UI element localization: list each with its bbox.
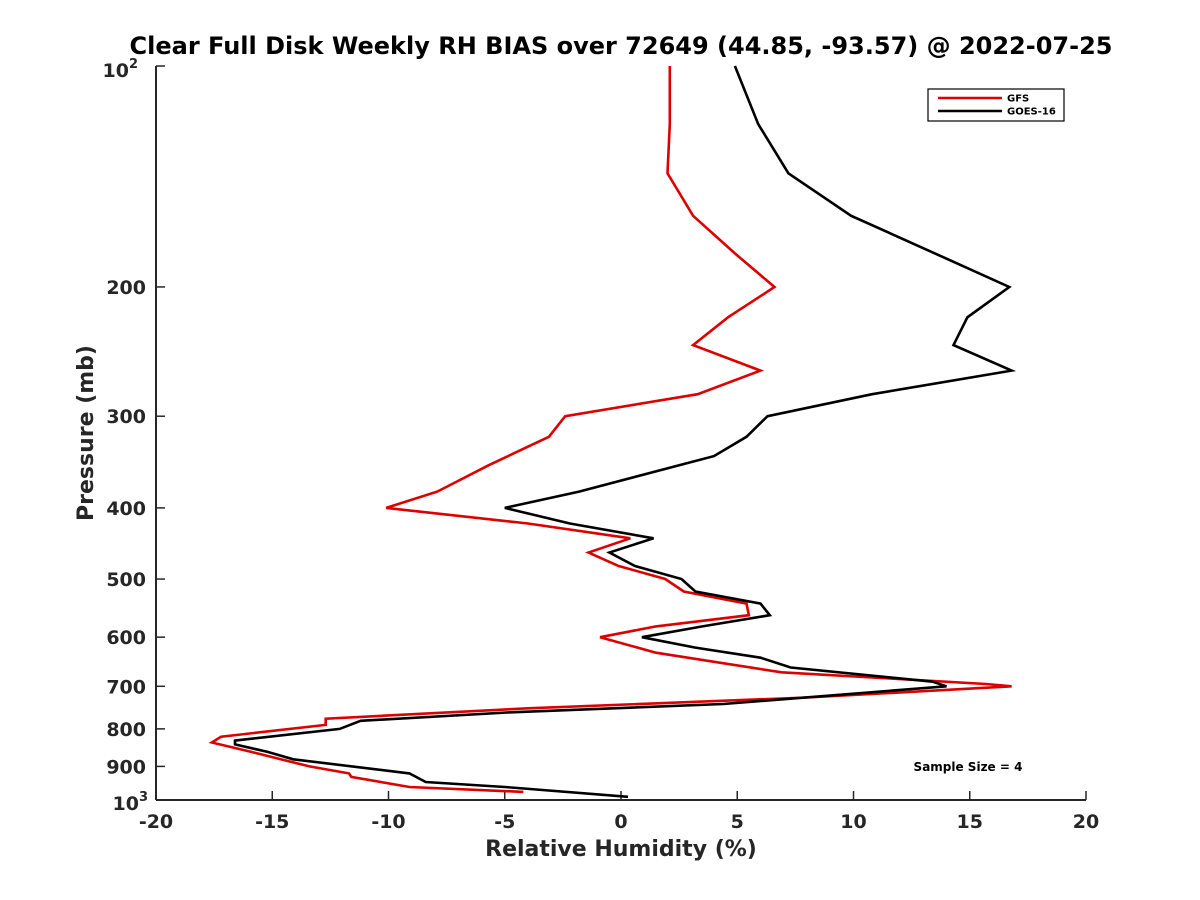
x-tick-label: 0 — [614, 811, 627, 833]
y-bottom-base: 10 — [113, 793, 139, 815]
y-top-base: 10 — [103, 60, 129, 82]
y-tick-label: 500 — [106, 569, 146, 591]
series-layer — [208, 65, 1017, 799]
chart-title: Clear Full Disk Weekly RH BIAS over 7264… — [130, 32, 1113, 60]
x-tick-label: -15 — [255, 811, 289, 833]
series-line-gfs — [208, 66, 1012, 794]
y-top-exponent: 2 — [129, 57, 138, 72]
legend-label-gfs: GFS — [1007, 94, 1029, 105]
legend: GFS GOES-16 — [927, 88, 1065, 122]
x-tick-label: 15 — [957, 811, 983, 833]
y-tick-label: 600 — [106, 627, 146, 649]
legend-label-goes16: GOES-16 — [1007, 107, 1056, 118]
svg-text:102: 102 — [103, 57, 139, 82]
x-axis-ticks: -20 -15 -10 -5 0 5 10 15 20 — [139, 791, 1099, 833]
y-tick-label: 400 — [106, 498, 146, 520]
y-tick-label: 900 — [106, 756, 146, 778]
y-axis-ticks: 200 300 400 500 600 700 800 900 — [106, 65, 165, 801]
legend-box — [927, 88, 1065, 122]
y-tick-label-bottom: 103 — [113, 790, 149, 815]
y-tick-label-top: 102 — [103, 57, 139, 82]
x-axis-label: Relative Humidity (%) — [485, 837, 757, 862]
sample-size-annotation: Sample Size = 4 — [914, 760, 1023, 774]
series-line-goes16 — [233, 65, 1017, 799]
x-tick-label: 20 — [1073, 811, 1099, 833]
x-tick-label: -20 — [139, 811, 173, 833]
y-tick-label: 200 — [106, 277, 146, 299]
x-tick-label: -10 — [371, 811, 405, 833]
y-tick-label: 800 — [106, 719, 146, 741]
y-bottom-exponent: 3 — [139, 790, 148, 805]
x-tick-label: 10 — [840, 811, 866, 833]
svg-text:103: 103 — [113, 790, 149, 815]
y-axis-label: Pressure (mb) — [74, 345, 99, 521]
x-tick-label: -5 — [494, 811, 515, 833]
y-tick-label: 700 — [106, 676, 146, 698]
x-tick-label: 5 — [731, 811, 744, 833]
y-tick-label: 300 — [106, 406, 146, 428]
